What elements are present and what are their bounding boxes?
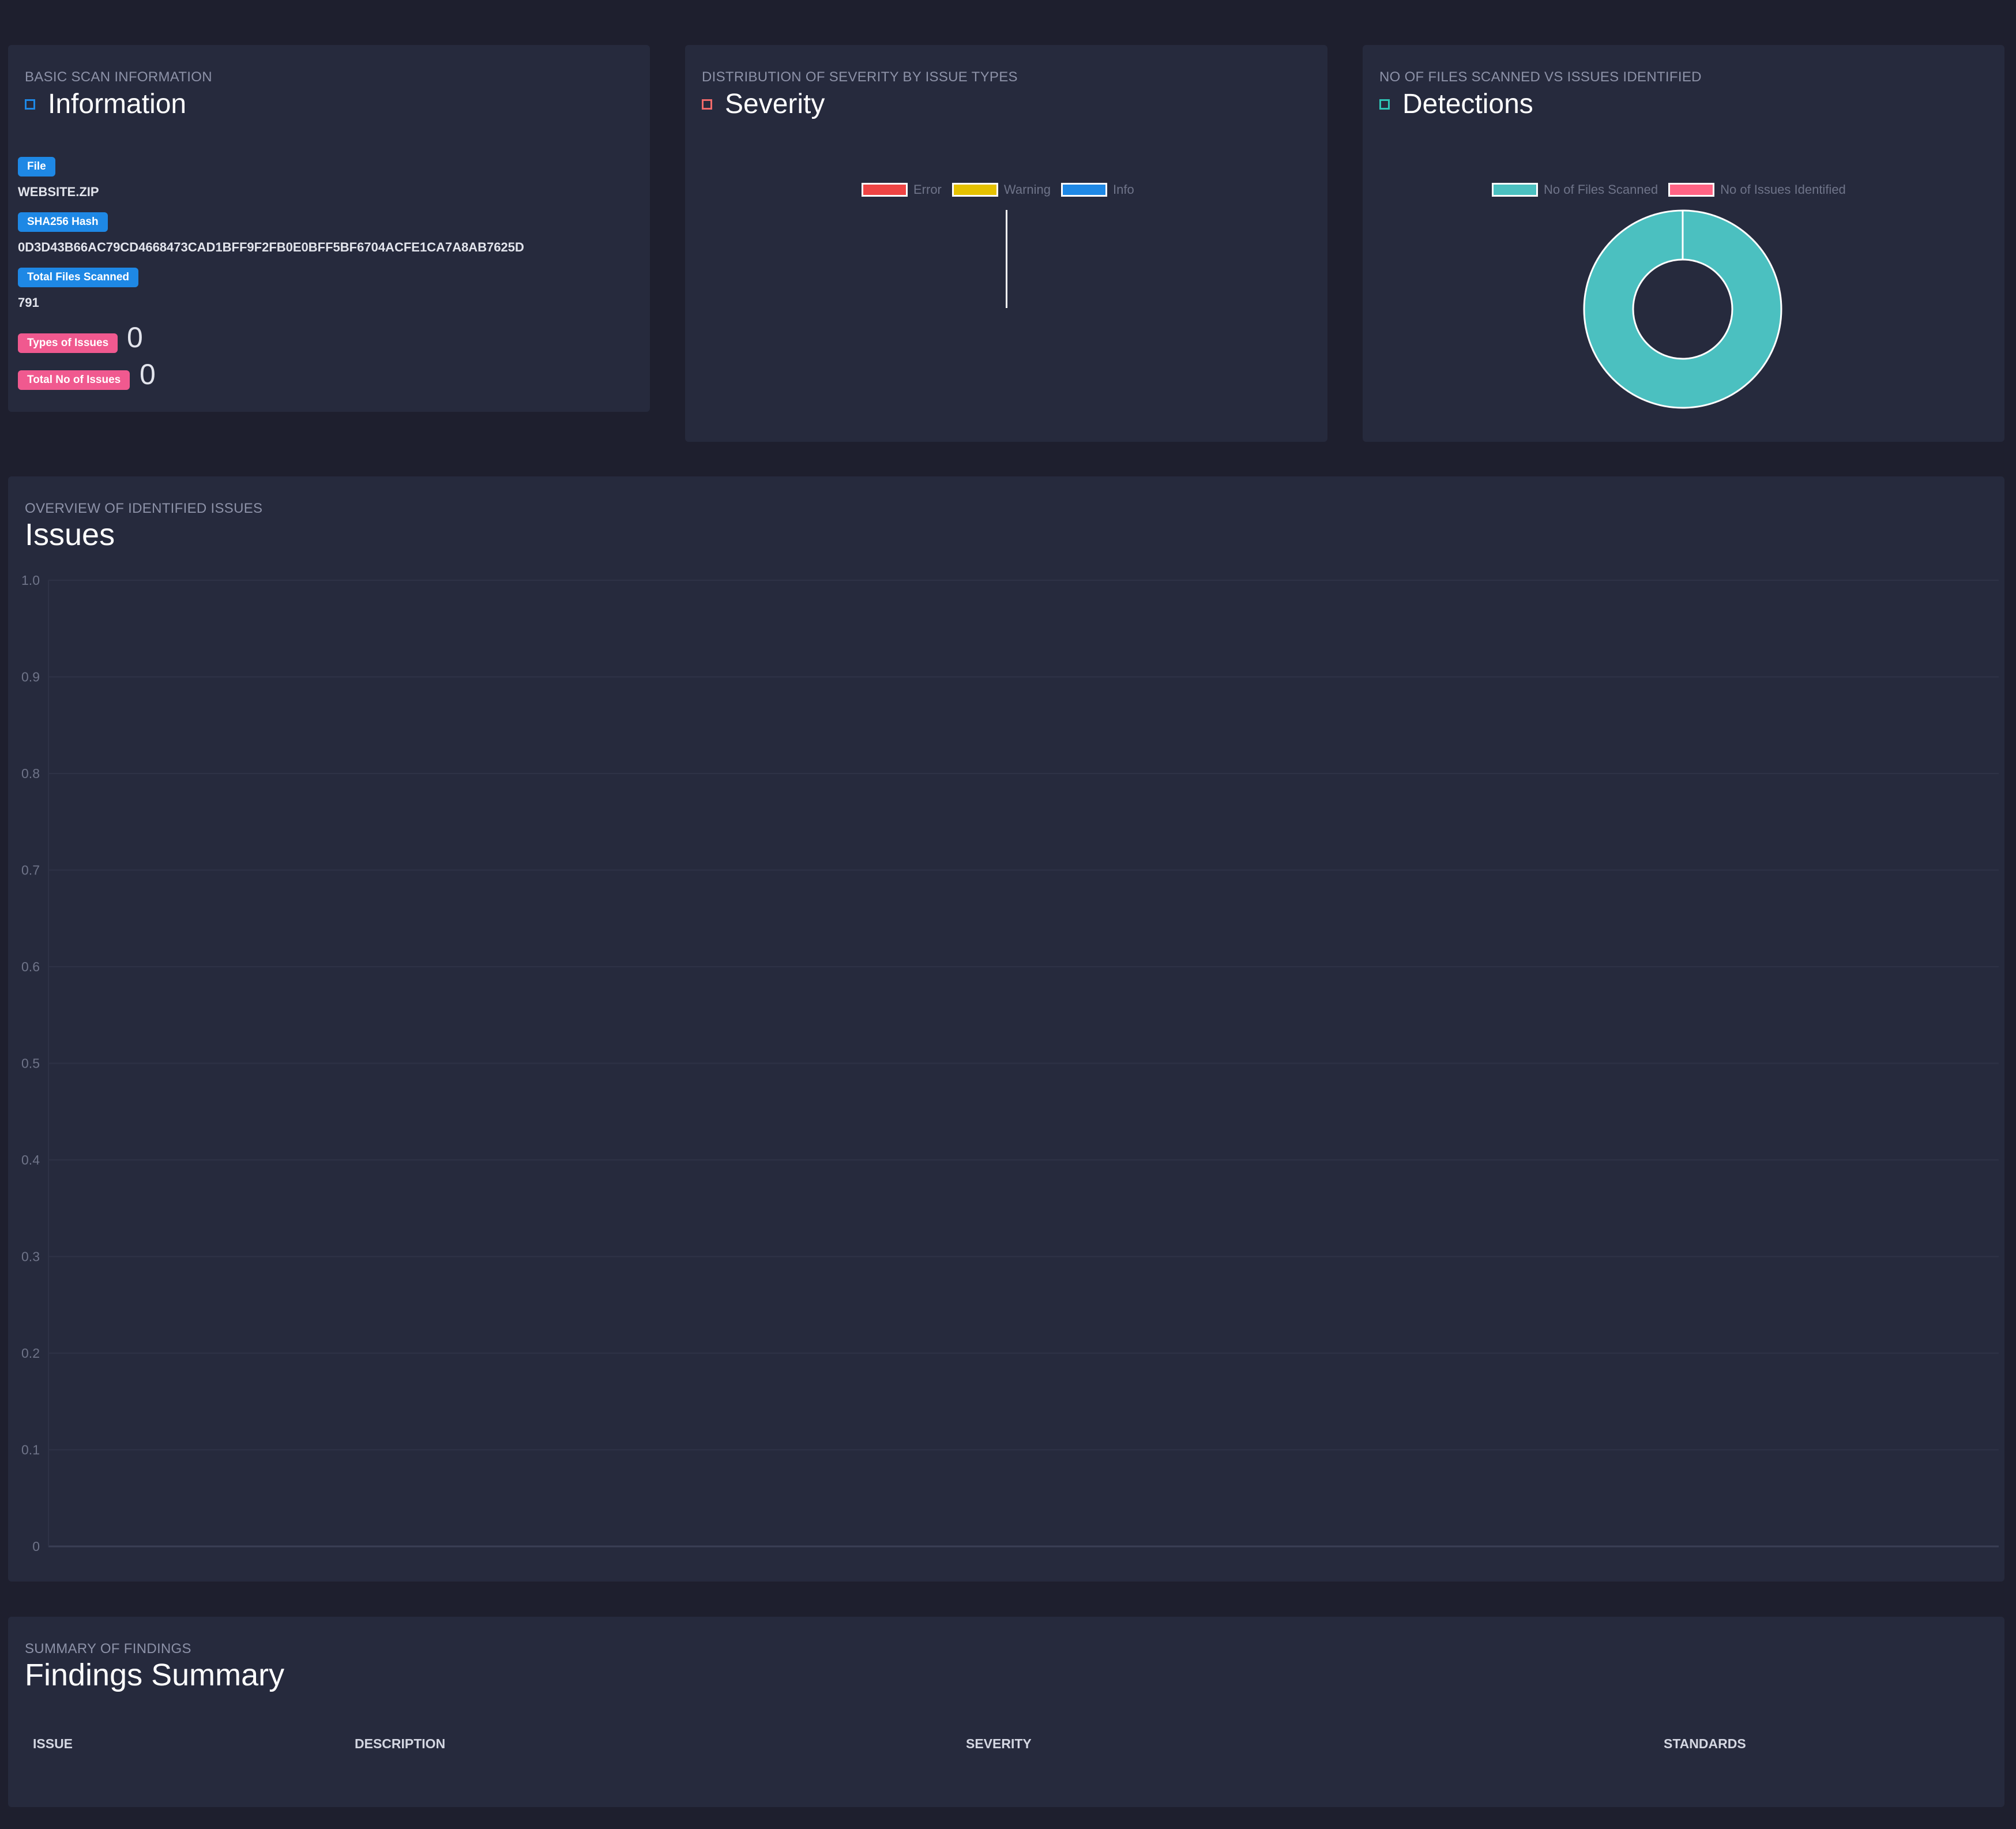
total-issues-badge: Total No of Issues: [18, 370, 130, 390]
detections-card: NO OF FILES SCANNED VS ISSUES IDENTIFIED…: [1363, 45, 2004, 442]
detections-donut-chart: [1583, 209, 1782, 409]
legend-label: No of Files Scanned: [1544, 182, 1658, 197]
legend-label: Error: [913, 182, 942, 197]
card-title-text: Issues: [25, 517, 115, 552]
column-header-standards[interactable]: STANDARDS: [1664, 1736, 1746, 1751]
y-tick-label: 0.1: [21, 1443, 40, 1458]
legend-label: Info: [1113, 182, 1134, 197]
legend-item-warning[interactable]: Warning: [951, 182, 1051, 197]
legend-item-files-scanned[interactable]: No of Files Scanned: [1492, 182, 1658, 197]
issues-bar-chart: 0 0.1 0.2 0.3 0.4 0.5 0.6 0.7 0.8 0.9 1.0: [21, 573, 1999, 1554]
y-tick-label: 0.9: [21, 670, 40, 685]
legend-item-issues-identified[interactable]: No of Issues Identified: [1668, 182, 1846, 197]
y-tick-label: 0.6: [21, 959, 40, 974]
legend-swatch: [862, 183, 908, 197]
square-icon: [25, 99, 35, 110]
types-of-issues-badge: Types of Issues: [18, 333, 118, 353]
card-title-text: Detections: [1402, 89, 1533, 119]
card-subtitle: SUMMARY OF FINDINGS: [25, 1641, 191, 1657]
legend-swatch: [1492, 183, 1538, 197]
card-title: Detections: [1379, 88, 1533, 120]
card-subtitle: NO OF FILES SCANNED VS ISSUES IDENTIFIED: [1379, 69, 1702, 85]
legend-swatch: [1668, 183, 1715, 197]
card-subtitle: BASIC SCAN INFORMATION: [25, 69, 212, 85]
y-tick-label: 1.0: [21, 573, 40, 588]
file-badge: File: [18, 157, 55, 176]
card-title: Findings Summary: [25, 1657, 284, 1693]
square-icon: [702, 99, 712, 110]
issues-card: OVERVIEW OF IDENTIFIED ISSUES Issues 0 0.…: [8, 476, 2004, 1582]
severity-card: DISTRIBUTION OF SEVERITY BY ISSUE TYPES …: [685, 45, 1327, 442]
card-title-text: Severity: [725, 89, 825, 119]
card-title: Severity: [702, 88, 825, 120]
y-tick-label: 0.8: [21, 766, 40, 781]
donut-inner-border: [1632, 258, 1733, 360]
y-tick-label: 0.5: [21, 1056, 40, 1071]
column-header-issue[interactable]: ISSUE: [33, 1736, 73, 1751]
y-tick-label: 0.2: [21, 1346, 40, 1361]
y-tick-label: 0.4: [21, 1152, 40, 1167]
legend-label: Warning: [1003, 182, 1051, 197]
findings-card: SUMMARY OF FINDINGS Findings Summary ISS…: [8, 1617, 2004, 1807]
detections-legend: No of Files Scanned No of Issues Identif…: [1492, 182, 1856, 197]
legend-swatch: [1061, 183, 1107, 197]
card-title-text: Information: [48, 89, 187, 119]
total-files-badge: Total Files Scanned: [18, 268, 139, 287]
file-value: WEBSITE.ZIP: [18, 185, 99, 199]
card-title: Issues: [25, 517, 115, 553]
total-files-value: 791: [18, 295, 39, 310]
legend-label: No of Issues Identified: [1720, 182, 1846, 197]
sha256-badge: SHA256 Hash: [18, 212, 108, 232]
y-tick-label: 0: [32, 1539, 40, 1554]
legend-item-info[interactable]: Info: [1061, 182, 1134, 197]
square-icon: [1379, 99, 1390, 110]
legend-item-error[interactable]: Error: [862, 182, 942, 197]
column-header-description[interactable]: DESCRIPTION: [355, 1736, 446, 1751]
card-subtitle: DISTRIBUTION OF SEVERITY BY ISSUE TYPES: [702, 69, 1018, 85]
information-card: BASIC SCAN INFORMATION Information File …: [8, 45, 650, 412]
legend-swatch: [951, 183, 998, 197]
card-subtitle: OVERVIEW OF IDENTIFIED ISSUES: [25, 501, 263, 516]
y-tick-label: 0.7: [21, 863, 40, 878]
column-header-severity[interactable]: SEVERITY: [966, 1736, 1032, 1751]
sha256-value: 0D3D43B66AC79CD4668473CAD1BFF9F2FB0E0BFF…: [18, 240, 524, 254]
card-title-text: Findings Summary: [25, 1658, 285, 1692]
severity-legend: Error Warning Info: [862, 182, 1145, 197]
y-tick-label: 0.3: [21, 1249, 40, 1264]
severity-chart-line: [1006, 210, 1007, 308]
total-issues-value: 0: [140, 358, 156, 390]
card-title: Information: [25, 88, 186, 120]
types-of-issues-value: 0: [127, 321, 143, 354]
